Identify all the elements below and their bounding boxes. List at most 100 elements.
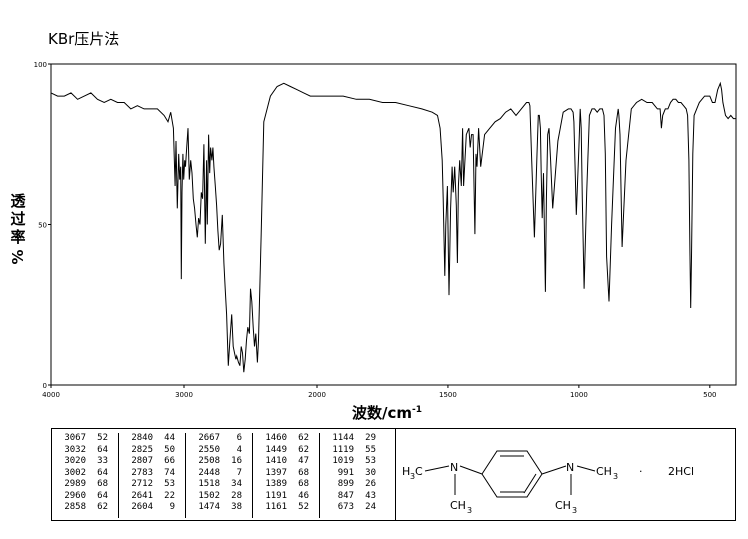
x-tick-label: 500 bbox=[703, 391, 716, 399]
y-tick-label: 50 bbox=[38, 222, 47, 230]
peak-transmittance: 74 bbox=[164, 467, 175, 478]
peak-wavenumber: 2807 bbox=[131, 456, 153, 466]
y-axis-label-char: 透 bbox=[10, 192, 26, 210]
y-axis-label-char: 率 bbox=[10, 228, 26, 246]
peak-transmittance: 4 bbox=[236, 444, 242, 455]
peak-transmittance: 50 bbox=[164, 444, 175, 455]
peak-row: 1502 28 bbox=[186, 491, 252, 503]
x-tick-label: 1500 bbox=[439, 391, 457, 399]
peak-row: 1019 53 bbox=[320, 456, 396, 468]
peak-transmittance: 47 bbox=[298, 456, 309, 466]
x-axis-label-exponent: -1 bbox=[412, 405, 423, 415]
y-tick-label: 100 bbox=[34, 61, 47, 69]
peak-row: 899 26 bbox=[320, 479, 396, 491]
peak-row: 2783 74 bbox=[119, 468, 185, 480]
y-axis-label-char: 过 bbox=[10, 210, 26, 228]
peak-wavenumber: 2858 bbox=[64, 502, 86, 512]
peak-row: 991 30 bbox=[320, 468, 396, 480]
peak-transmittance: 55 bbox=[365, 444, 376, 455]
left-n-methyl: CH bbox=[450, 499, 466, 512]
spectrum-line bbox=[50, 81, 736, 373]
x-axis-label: 波数/cm-1 bbox=[352, 402, 422, 423]
peak-row: 3002 64 bbox=[52, 468, 118, 480]
peak-table-column: 3067 52 3032 64 3020 33 3002 64 2989 68 2960 64 2858… bbox=[52, 433, 119, 518]
chemical-structure: H 3 C N CH 3 N CH 3 CH 3 · 2HCl bbox=[402, 450, 694, 515]
y-tick-label: 0 bbox=[43, 382, 47, 390]
right-n-methyl: CH bbox=[555, 499, 571, 512]
peak-table-column: 1144 29 1119 55 1019 53 991 30 899 26 847 43 673 24 bbox=[320, 433, 396, 518]
peak-transmittance: 68 bbox=[97, 479, 108, 489]
peak-row: 1474 38 bbox=[186, 502, 252, 514]
peak-transmittance: 7 bbox=[236, 467, 242, 478]
method-label: KBr压片法 bbox=[48, 30, 120, 48]
peak-row: 1389 68 bbox=[253, 479, 319, 491]
x-tick-label: 1000 bbox=[570, 391, 588, 399]
left-nitrogen: N bbox=[450, 461, 458, 474]
peak-wavenumber: 673 bbox=[337, 502, 354, 512]
peak-wavenumber: 1389 bbox=[265, 479, 287, 489]
peak-wavenumber: 1460 bbox=[265, 433, 287, 443]
right-n-methyl-sub: 3 bbox=[572, 506, 577, 515]
peak-wavenumber: 1449 bbox=[265, 444, 287, 455]
peak-transmittance: 44 bbox=[164, 433, 175, 443]
peak-row: 3032 64 bbox=[52, 445, 118, 457]
right-methyl-sub: 3 bbox=[613, 472, 618, 481]
peak-wavenumber: 2550 bbox=[198, 444, 220, 455]
x-tick-label: 3000 bbox=[175, 391, 193, 399]
peak-transmittance: 62 bbox=[298, 444, 309, 455]
peak-wavenumber: 2508 bbox=[198, 456, 220, 466]
right-nitrogen: N bbox=[566, 461, 574, 474]
peak-wavenumber: 3002 bbox=[64, 467, 86, 478]
left-methyl-c: C bbox=[415, 465, 423, 478]
bond bbox=[576, 465, 596, 472]
peak-row: 2448 7 bbox=[186, 468, 252, 480]
peak-transmittance: 62 bbox=[97, 502, 108, 512]
peak-row: 1144 29 bbox=[320, 433, 396, 445]
peak-wavenumber: 1144 bbox=[332, 433, 354, 443]
ir-spectrum-chart: 4000 3000 2000 1500 1000 500 0 50 100 bbox=[34, 61, 737, 399]
peak-transmittance: 28 bbox=[231, 490, 242, 501]
peak-transmittance: 9 bbox=[169, 502, 175, 512]
peak-wavenumber: 2641 bbox=[131, 490, 153, 501]
peak-wavenumber: 847 bbox=[337, 490, 354, 501]
peak-wavenumber: 2840 bbox=[131, 433, 153, 443]
salt-label: 2HCl bbox=[668, 465, 694, 478]
x-axis-label-text: 波数/cm bbox=[352, 404, 413, 422]
peak-table: 3067 52 3032 64 3020 33 3002 64 2989 68 2960 64 2858… bbox=[51, 428, 396, 521]
peak-row: 1449 62 bbox=[253, 445, 319, 457]
y-axis-label: 透 过 率 % bbox=[8, 192, 28, 266]
peak-transmittance: 64 bbox=[97, 444, 108, 455]
peak-transmittance: 22 bbox=[164, 490, 175, 501]
peak-wavenumber: 2960 bbox=[64, 490, 86, 501]
peak-wavenumber: 1502 bbox=[198, 490, 220, 501]
peak-row: 2712 53 bbox=[119, 479, 185, 491]
peak-transmittance: 46 bbox=[298, 490, 309, 501]
peak-transmittance: 53 bbox=[365, 456, 376, 466]
peak-wavenumber: 1518 bbox=[198, 479, 220, 489]
benzene-ring bbox=[481, 450, 543, 498]
peak-transmittance: 33 bbox=[97, 456, 108, 466]
peak-row: 1191 46 bbox=[253, 491, 319, 503]
peak-wavenumber: 2712 bbox=[131, 479, 153, 489]
peak-row: 673 24 bbox=[320, 502, 396, 514]
peak-transmittance: 52 bbox=[298, 502, 309, 512]
peak-wavenumber: 899 bbox=[337, 479, 354, 489]
x-tick-label: 2000 bbox=[308, 391, 326, 399]
peak-row: 1119 55 bbox=[320, 445, 396, 457]
left-methyl-sub: 3 bbox=[410, 472, 415, 481]
peak-transmittance: 26 bbox=[365, 479, 376, 489]
peak-wavenumber: 3067 bbox=[64, 433, 86, 443]
left-n-methyl-sub: 3 bbox=[467, 506, 472, 515]
peak-transmittance: 53 bbox=[164, 479, 175, 489]
peak-table-column: 1460 62 1449 62 1410 47 1397 68 1389 68 1191 46 1161… bbox=[253, 433, 320, 518]
peak-row: 2604 9 bbox=[119, 502, 185, 514]
peak-wavenumber: 3032 bbox=[64, 444, 86, 455]
bond bbox=[459, 465, 483, 475]
peak-wavenumber: 1191 bbox=[265, 490, 287, 501]
peak-row: 2508 16 bbox=[186, 456, 252, 468]
peak-wavenumber: 1474 bbox=[198, 502, 220, 512]
peak-transmittance: 62 bbox=[298, 433, 309, 443]
peak-row: 2550 4 bbox=[186, 445, 252, 457]
peak-wavenumber: 2448 bbox=[198, 467, 220, 478]
peak-row: 1161 52 bbox=[253, 502, 319, 514]
